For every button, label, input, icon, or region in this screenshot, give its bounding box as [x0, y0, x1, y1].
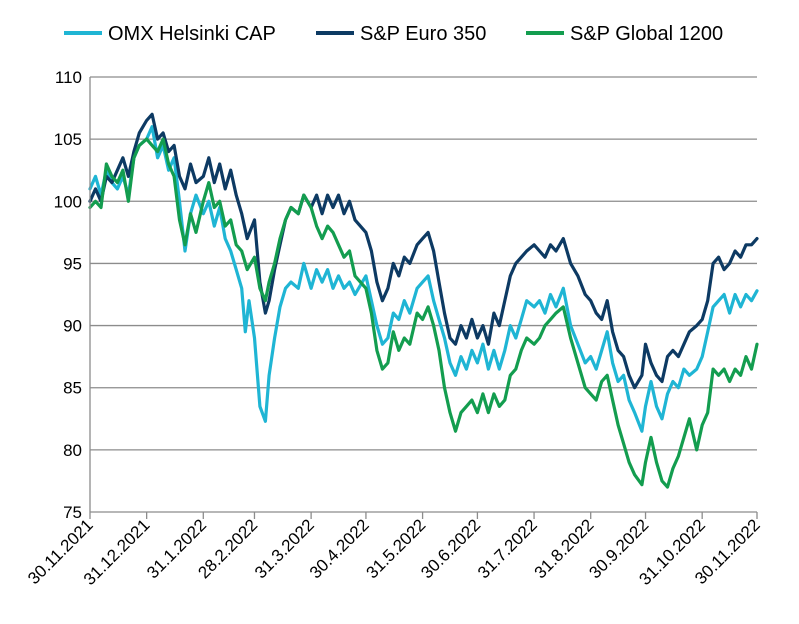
y-tick-label: 90 — [63, 317, 82, 336]
series-line-s-p-global-1200 — [88, 137, 759, 489]
y-tick-label: 85 — [63, 379, 82, 398]
y-tick-label: 100 — [54, 192, 82, 211]
x-tick-label: 31.7.2022 — [474, 515, 541, 582]
axes — [89, 77, 757, 513]
gridlines — [90, 76, 757, 451]
legend-label: S&P Euro 350 — [360, 23, 486, 45]
series-layer — [88, 112, 759, 489]
y-axis-ticks: 75 80 85 90 95 100 105 110 — [54, 68, 82, 522]
x-tick-label: 30.4.2022 — [306, 515, 373, 582]
y-tick-label: 105 — [54, 130, 82, 149]
y-tick-label: 75 — [63, 503, 82, 522]
y-tick-label: 110 — [55, 68, 82, 87]
series-line-s-p-euro-350 — [88, 112, 759, 390]
x-axis-ticks: 30.11.202131.12.202131.1.202228.2.202231… — [24, 512, 764, 589]
legend-label: OMX Helsinki CAP — [108, 23, 276, 45]
y-tick-label: 80 — [63, 441, 82, 460]
x-tick-label: 30.6.2022 — [417, 515, 484, 582]
legend: OMX Helsinki CAP S&P Euro 350 S&P Global 1… — [64, 23, 723, 45]
y-tick-label: 95 — [63, 254, 82, 273]
legend-label: S&P Global 1200 — [570, 23, 723, 45]
